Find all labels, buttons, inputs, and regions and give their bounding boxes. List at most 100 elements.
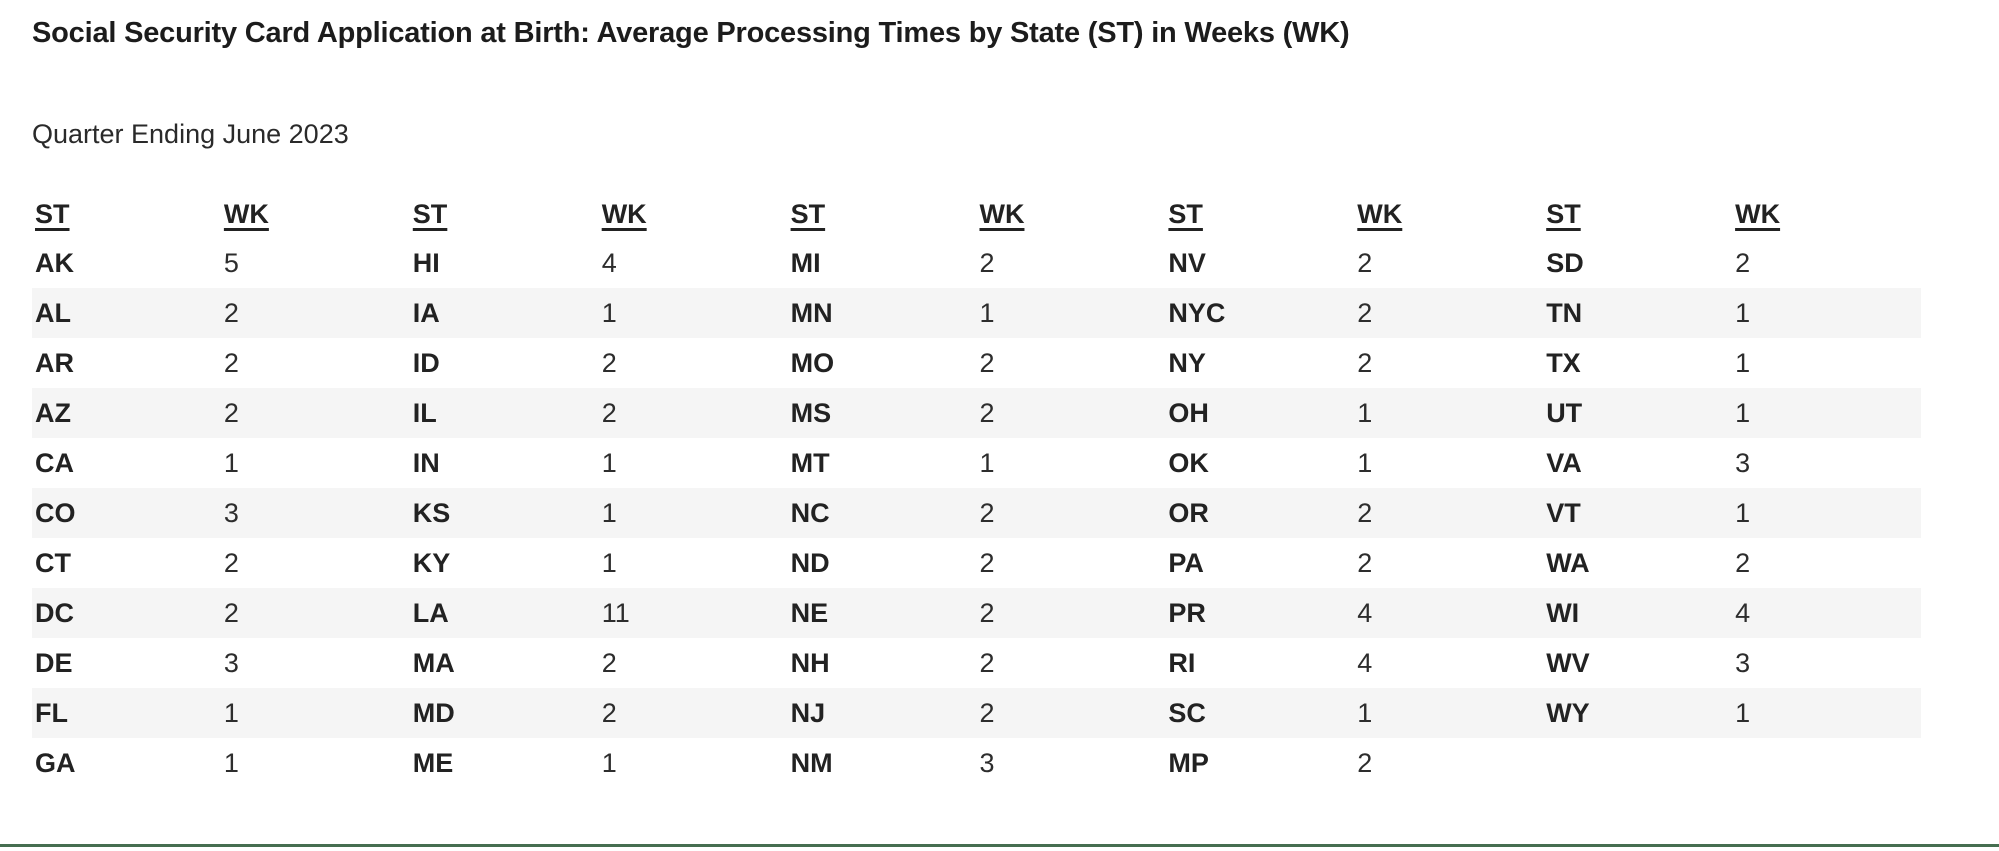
state-cell: OK (1168, 448, 1209, 478)
column-header-wk: WK (223, 199, 269, 229)
weeks-cell: 2 (601, 348, 617, 378)
weeks-cell: 1 (601, 748, 617, 778)
table-body: AK 5 HI 4 MI 2 NV 2 SD 2 AL 2 IA 1 MN 1 NYC 2 TN 1 AR 2 ID 2 MO 2… (32, 238, 1921, 788)
state-cell: CO (35, 498, 76, 528)
weeks-cell: 3 (1735, 648, 1751, 678)
weeks-cell: 11 (601, 598, 630, 628)
bottom-divider (0, 844, 1999, 847)
column-header-st: ST (1546, 199, 1581, 229)
weeks-cell: 3 (223, 498, 239, 528)
state-cell: OR (1168, 498, 1209, 528)
weeks-cell: 2 (979, 248, 995, 278)
state-cell: ME (412, 748, 454, 778)
weeks-cell: 2 (1735, 248, 1751, 278)
weeks-cell: 1 (1735, 698, 1751, 728)
weeks-cell: 4 (1735, 598, 1751, 628)
state-cell: CA (35, 448, 74, 478)
weeks-cell: 2 (223, 598, 239, 628)
state-cell: PR (1168, 598, 1206, 628)
state-cell: MO (790, 348, 835, 378)
state-cell: IN (412, 448, 440, 478)
weeks-cell: 1 (979, 448, 995, 478)
weeks-cell: 2 (1357, 298, 1373, 328)
weeks-cell: 3 (223, 648, 239, 678)
table-row: DE 3 MA 2 NH 2 RI 4 WV 3 (32, 638, 1921, 688)
weeks-cell: 1 (1735, 498, 1751, 528)
state-cell: UT (1546, 398, 1583, 428)
state-cell: AL (35, 298, 71, 328)
column-header-wk: WK (979, 199, 1025, 229)
weeks-cell: 1 (1735, 348, 1751, 378)
state-cell: NM (790, 748, 833, 778)
weeks-cell: 2 (1735, 548, 1751, 578)
state-cell: IA (412, 298, 440, 328)
weeks-cell: 2 (1357, 498, 1373, 528)
state-cell: SD (1546, 248, 1584, 278)
state-cell: FL (35, 698, 68, 728)
page: Social Security Card Application at Birt… (32, 17, 1921, 788)
table-row: CT 2 KY 1 ND 2 PA 2 WA 2 (32, 538, 1921, 588)
weeks-cell: 2 (979, 548, 995, 578)
weeks-cell: 1 (601, 498, 617, 528)
weeks-cell: 4 (601, 248, 617, 278)
state-cell: DE (35, 648, 73, 678)
state-cell: GA (35, 748, 76, 778)
weeks-cell: 4 (1357, 598, 1373, 628)
state-cell: AK (35, 248, 74, 278)
state-cell: NJ (790, 698, 826, 728)
table-row: AL 2 IA 1 MN 1 NYC 2 TN 1 (32, 288, 1921, 338)
state-cell: TN (1546, 298, 1583, 328)
column-header-st: ST (1168, 199, 1203, 229)
state-cell: VA (1546, 448, 1582, 478)
column-header-st: ST (35, 199, 70, 229)
weeks-cell: 2 (601, 698, 617, 728)
state-cell: ID (412, 348, 440, 378)
state-cell: IL (412, 398, 437, 428)
table-row: GA 1 ME 1 NM 3 MP 2 (32, 738, 1921, 788)
table-header-row: ST WK ST WK ST WK ST WK ST WK (32, 190, 1921, 238)
weeks-cell: 1 (1357, 698, 1373, 728)
table-row: AZ 2 IL 2 MS 2 OH 1 UT 1 (32, 388, 1921, 438)
table-row: CA 1 IN 1 MT 1 OK 1 VA 3 (32, 438, 1921, 488)
weeks-cell: 1 (601, 298, 617, 328)
weeks-cell: 2 (223, 348, 239, 378)
weeks-cell: 2 (979, 348, 995, 378)
weeks-cell: 2 (1357, 548, 1373, 578)
weeks-cell: 1 (1357, 398, 1373, 428)
state-cell: DC (35, 598, 74, 628)
state-cell: NV (1168, 248, 1206, 278)
state-cell: NE (790, 598, 829, 628)
column-header-wk: WK (1735, 199, 1781, 229)
weeks-cell: 2 (601, 648, 617, 678)
state-cell: CT (35, 548, 71, 578)
weeks-cell: 1 (223, 448, 239, 478)
state-cell: MS (790, 398, 832, 428)
weeks-cell: 1 (1735, 298, 1751, 328)
state-cell: RI (1168, 648, 1196, 678)
state-cell: MP (1168, 748, 1209, 778)
weeks-cell: 2 (979, 648, 995, 678)
table-row: FL 1 MD 2 NJ 2 SC 1 WY 1 (32, 688, 1921, 738)
state-cell: AR (35, 348, 74, 378)
column-header-wk: WK (601, 199, 647, 229)
weeks-cell: 1 (1735, 398, 1751, 428)
weeks-cell: 4 (1357, 648, 1373, 678)
state-cell: MN (790, 298, 833, 328)
state-cell: NH (790, 648, 830, 678)
weeks-cell: 5 (223, 248, 239, 278)
state-cell: WI (1546, 598, 1580, 628)
state-cell: TX (1546, 348, 1581, 378)
weeks-cell: 2 (979, 598, 995, 628)
weeks-cell: 1 (979, 298, 995, 328)
weeks-cell: 1 (1357, 448, 1373, 478)
state-cell: VT (1546, 498, 1581, 528)
state-cell: NC (790, 498, 830, 528)
column-header-st: ST (412, 199, 448, 229)
state-cell: HI (412, 248, 440, 278)
state-cell: MA (412, 648, 455, 678)
weeks-cell: 2 (979, 498, 995, 528)
quarter-ending-subtitle: Quarter Ending June 2023 (32, 119, 349, 149)
weeks-cell: 2 (979, 398, 995, 428)
weeks-cell: 2 (223, 548, 239, 578)
table-row: CO 3 KS 1 NC 2 OR 2 VT 1 (32, 488, 1921, 538)
